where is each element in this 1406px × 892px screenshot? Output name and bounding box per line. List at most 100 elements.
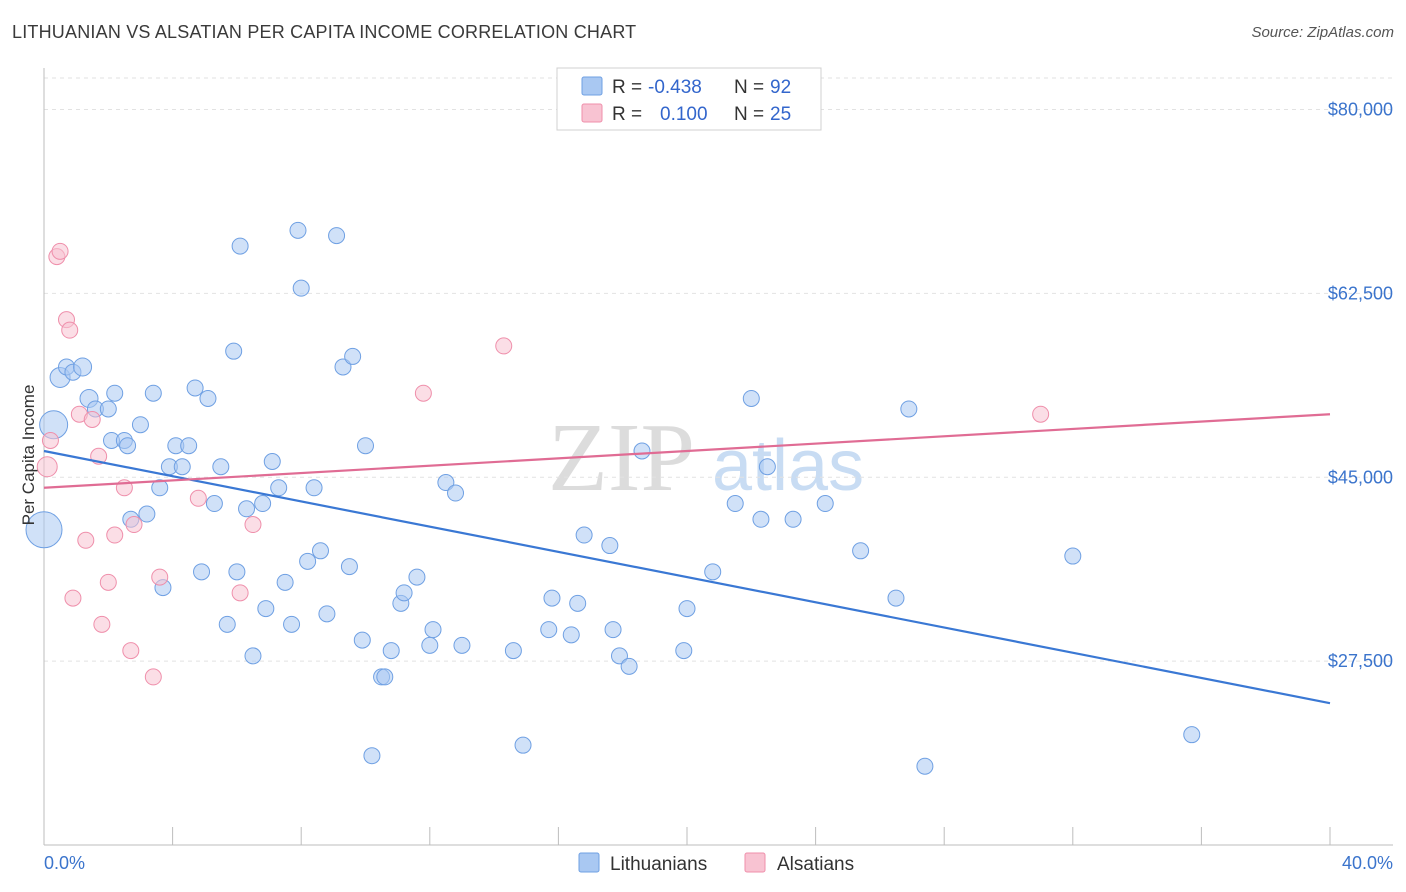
lithuanian-point [376,668,394,686]
lithuanian-point [173,458,191,476]
lithuanian-point [504,642,522,660]
lithuanian-point [610,647,628,665]
lithuanian-point [144,384,162,402]
legend-r-label-pink: R = [612,104,642,125]
lithuanian-point [816,495,834,513]
alsatian-point [36,456,58,478]
legend-swatch-blue [581,76,603,96]
alsatian-point [51,242,69,260]
lithuanian-point [543,589,561,607]
alsatian-point [495,337,513,355]
lithuanian-point [382,642,400,660]
lithuanian-point [363,747,381,765]
lithuanian-point [106,384,124,402]
lithuanian-point [328,227,346,245]
lithuanian-point [678,600,696,618]
alsatian-point [122,642,140,660]
alsatian-point [93,615,111,633]
bottom-legend-swatch-lithuanians [578,852,600,873]
lithuanian-point [784,510,802,528]
alsatian-point [106,526,124,544]
alsatian-trend-line [43,413,1331,489]
lithuanian-point [199,389,217,407]
legend-r-value-pink: 0.100 [660,104,708,125]
lithuanian-point [887,589,905,607]
lithuanian-point [514,736,532,754]
alsatian-point [189,489,207,507]
y-axis-label: Per Capita Income [19,385,38,526]
lithuanian-point [916,757,934,775]
lithuanian-point [186,379,204,397]
lithuanian-point [283,615,301,633]
source-label: Source: ZipAtlas.com [1251,24,1394,41]
lithuanian-point [212,458,230,476]
alsatian-point [83,410,101,428]
lithuanian-trend-line [43,449,1331,705]
lithuanian-point [633,442,651,460]
lithuanian-point [408,568,426,586]
lithuanian-point [601,537,619,555]
lithuanian-point [238,500,256,518]
lithuanian-points [25,221,1201,775]
alsatian-point [244,516,262,534]
alsatian-point [64,589,82,607]
axes [43,68,1393,846]
lithuanian-point [73,357,93,377]
lithuanian-point [228,563,246,581]
lithuanian-point [453,636,471,654]
legend-r-value-blue: -0.438 [648,77,702,98]
lithuanian-point [299,552,317,570]
lithuanian-point [225,342,243,360]
lithuanian-point [257,600,275,618]
lithuanian-point [424,621,442,639]
lithuanian-point [752,510,770,528]
alsatian-point [61,321,79,339]
lithuanian-point [704,563,722,581]
lithuanian-point [99,400,117,418]
lithuanian-point [1183,726,1201,744]
trend-lines [43,413,1331,705]
y-tick-label: $80,000 [1328,100,1393,120]
legend-r-label-blue: R = [612,77,642,98]
lithuanian-point [289,221,307,239]
lithuanian-point [421,636,439,654]
alsatian-point [151,568,169,586]
legend-n-label-pink: N = [734,104,764,125]
lithuanian-point [138,505,156,523]
lithuanian-point [311,542,329,560]
correlation-legend: R = -0.438 N = 92 R = 0.100 N = 25 [556,67,822,131]
lithuanian-point [357,437,374,455]
lithuanian-point [540,621,558,639]
lithuanian-point [205,495,223,513]
lithuanian-point [562,626,580,644]
legend-n-label-blue: N = [734,77,764,98]
alsatian-point [414,384,432,402]
lithuanian-point [569,594,587,612]
bottom-legend-swatch-alsatians [744,852,766,873]
bottom-legend-alsatians: Alsatians [777,854,854,875]
lithuanian-point [900,400,918,418]
bottom-legend-lithuanians: Lithuanians [610,854,707,875]
lithuanian-point [437,474,455,492]
lithuanian-point [292,279,310,297]
watermark-atlas: atlas [712,426,864,506]
lithuanian-point [119,437,137,455]
lithuanian-point [395,584,413,602]
y-tick-labels: $27,500 $45,000 $62,500 $80,000 [1328,100,1393,672]
legend-n-value-pink: 25 [770,104,791,125]
lithuanian-point [604,621,622,639]
lithuanian-point [218,615,236,633]
alsatian-point [125,516,143,534]
lithuanian-point [193,563,211,581]
lithuanian-point [852,542,870,560]
alsatian-point [77,531,95,549]
lithuanian-point [447,484,465,502]
x-ticks [172,827,1331,845]
lithuanian-point [263,453,281,470]
lithuanian-point [318,605,336,623]
lithuanian-point [231,237,249,255]
lithuanian-point [1064,547,1082,565]
chart-title: LITHUANIAN VS ALSATIAN PER CAPITA INCOME… [12,22,637,42]
legend-swatch-pink [581,103,603,123]
lithuanian-point [254,495,272,513]
